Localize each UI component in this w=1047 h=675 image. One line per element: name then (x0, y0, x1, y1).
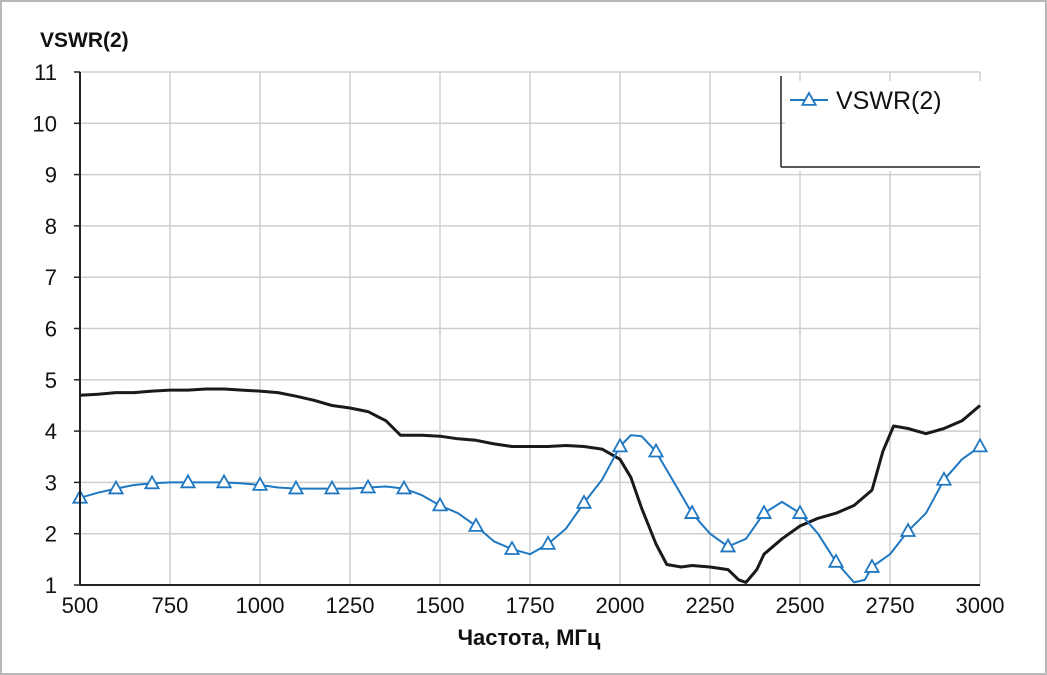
x-axis-label: Частота, МГц (458, 625, 601, 650)
series-marker (755, 504, 773, 519)
series-layer (71, 387, 989, 584)
series-marker (575, 494, 593, 509)
axes (74, 71, 980, 586)
series-marker (251, 476, 269, 491)
y-tick-labels: 1 2 3 4 5 6 7 8 9 10 11 (33, 60, 57, 598)
y-tick-label: 6 (45, 317, 57, 342)
x-tick-label: 1500 (416, 593, 465, 618)
y-tick-label: 5 (45, 368, 57, 393)
x-tick-label: 1750 (506, 593, 555, 618)
series-marker (647, 442, 665, 458)
y-tick-label: 9 (45, 163, 57, 188)
series-marker (863, 558, 881, 573)
legend: VSWR(2) (780, 76, 985, 171)
series-marker (323, 479, 341, 495)
x-tick-label: 1250 (326, 593, 375, 618)
series-line-unlabeled (79, 387, 981, 584)
series-marker (143, 474, 161, 490)
series-marker (431, 496, 449, 512)
x-tick-label: 2000 (596, 593, 645, 618)
series-marker (611, 437, 629, 453)
series-marker (503, 540, 521, 555)
legend-label: VSWR(2) (836, 87, 942, 115)
series-marker (971, 437, 989, 453)
x-tick-label: 1000 (236, 593, 285, 618)
x-tick-label: 2500 (776, 593, 825, 618)
y-tick-label: 1 (45, 573, 57, 598)
series-marker (719, 537, 737, 553)
y-tick-label: 3 (45, 470, 57, 495)
legend-marker (800, 91, 818, 106)
series-marker (179, 473, 197, 489)
x-tick-label: 3000 (956, 593, 1005, 618)
series-marker (359, 478, 377, 494)
series-marker (827, 553, 845, 568)
series-marker (107, 479, 125, 495)
y-tick-label: 4 (45, 419, 57, 444)
y-tick-label: 11 (34, 60, 57, 85)
y-tick-label: 2 (45, 522, 57, 547)
series-marker (467, 517, 485, 532)
y-tick-label: 8 (45, 214, 57, 239)
x-tick-label: 500 (62, 593, 99, 618)
series-marker (539, 535, 557, 550)
series-marker (935, 470, 953, 486)
x-tick-label: 750 (152, 593, 189, 618)
x-tick-labels: 500 750 1000 1250 1500 1750 2000 2250 2500 2750 30… (62, 593, 1005, 618)
x-tick-label: 2250 (686, 593, 735, 618)
series-marker (683, 504, 701, 519)
series-marker (899, 522, 917, 537)
y-tick-label: 10 (33, 111, 57, 136)
series-marker (791, 504, 809, 519)
x-tick-label: 2750 (866, 593, 915, 618)
chart-title: VSWR(2) (40, 29, 129, 52)
legend-box (785, 81, 985, 171)
series-marker (395, 479, 413, 495)
series-marker (215, 473, 233, 489)
series-marker (287, 479, 305, 495)
y-tick-label: 7 (45, 265, 57, 290)
